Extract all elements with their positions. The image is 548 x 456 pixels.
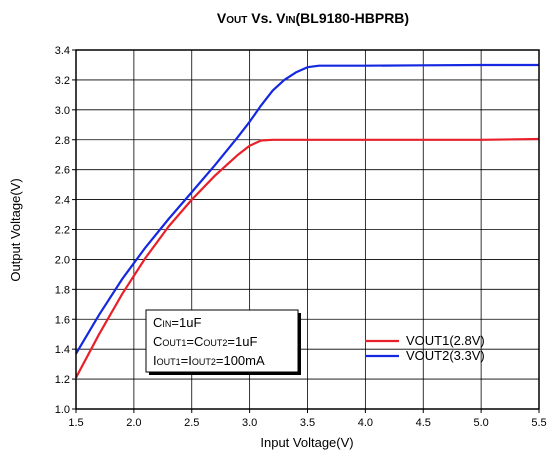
text-part: =1uF: [171, 315, 201, 330]
text-part: =I: [181, 353, 192, 368]
text-part: =100mA: [216, 353, 265, 368]
grid: [76, 50, 539, 409]
y-tick-label: 2.2: [55, 225, 70, 237]
y-tick-label: 1.4: [55, 344, 70, 356]
x-axis-label: Input Voltage(V): [260, 435, 353, 450]
x-tick-label: 4.5: [416, 417, 431, 429]
conditions-line: CIN=1uF: [153, 315, 201, 330]
x-tick-label: 2.0: [126, 417, 141, 429]
text-part: IN: [286, 15, 296, 26]
x-tick-label: 1.5: [68, 417, 83, 429]
x-tick-label: 4.0: [358, 417, 373, 429]
text-part: OUT1: [162, 338, 186, 348]
text-part: IN: [162, 319, 171, 329]
y-tick-label: 3.4: [55, 45, 70, 57]
legend-label-2: VOUT2(3.3V): [406, 348, 485, 363]
text-part: C: [153, 334, 162, 349]
y-tick-label: 1.2: [55, 374, 70, 386]
x-tick-label: 5.0: [473, 417, 488, 429]
y-tick-label: 3.0: [55, 105, 70, 117]
series-line-1: [75, 137, 540, 379]
chart-title: VOUT Vs. VIN(BL9180-HBPRB): [217, 10, 409, 26]
text-part: OUT2: [203, 338, 227, 348]
text-part: OUT1: [157, 357, 181, 367]
series-layer: [75, 63, 540, 379]
text-part: Vs. V: [247, 10, 286, 26]
legend: VOUT1(2.8V)VOUT2(3.3V): [365, 333, 485, 363]
y-tick-label: 1.6: [55, 314, 70, 326]
y-axis-label: Output Voltage(V): [8, 178, 23, 281]
text-part: OUT: [226, 15, 247, 26]
conditions-line: IOUT1=IOUT2=100mA: [153, 353, 265, 368]
text-part: OUT2: [192, 357, 216, 367]
legend-label-1: VOUT1(2.8V): [406, 333, 485, 348]
x-tick-label: 5.5: [531, 417, 546, 429]
y-tick-label: 2.4: [55, 195, 70, 207]
text-part: C: [153, 315, 162, 330]
y-tick-label: 1.0: [55, 404, 70, 416]
y-axis-ticks: 1.0 1.2 1.4 1.6 1.8 2.0 2.2 2.4 2.6 2.8 3.0 3.2 3.4: [55, 45, 76, 416]
y-tick-label: 3.2: [55, 75, 70, 87]
series-line-2: [75, 63, 539, 355]
text-part: V: [217, 10, 227, 26]
y-tick-label: 1.8: [55, 284, 70, 296]
text-part: =C: [186, 334, 203, 349]
y-tick-label: 2.6: [55, 165, 70, 177]
text-part: (BL9180-HBPRB): [296, 10, 410, 26]
x-tick-label: 2.5: [184, 417, 199, 429]
conditions-line: COUT1=COUT2=1uF: [153, 334, 257, 349]
x-tick-label: 3.5: [300, 417, 315, 429]
plot-frame: [75, 49, 540, 410]
y-tick-label: 2.0: [55, 254, 70, 266]
x-axis-ticks: 1.5 2.0 2.5 3.0 3.5 4.0 4.5 5.0 5.5: [68, 409, 547, 429]
y-tick-label: 2.8: [55, 135, 70, 147]
x-tick-label: 3.0: [242, 417, 257, 429]
text-part: =1uF: [227, 334, 257, 349]
text-part: I: [153, 353, 157, 368]
